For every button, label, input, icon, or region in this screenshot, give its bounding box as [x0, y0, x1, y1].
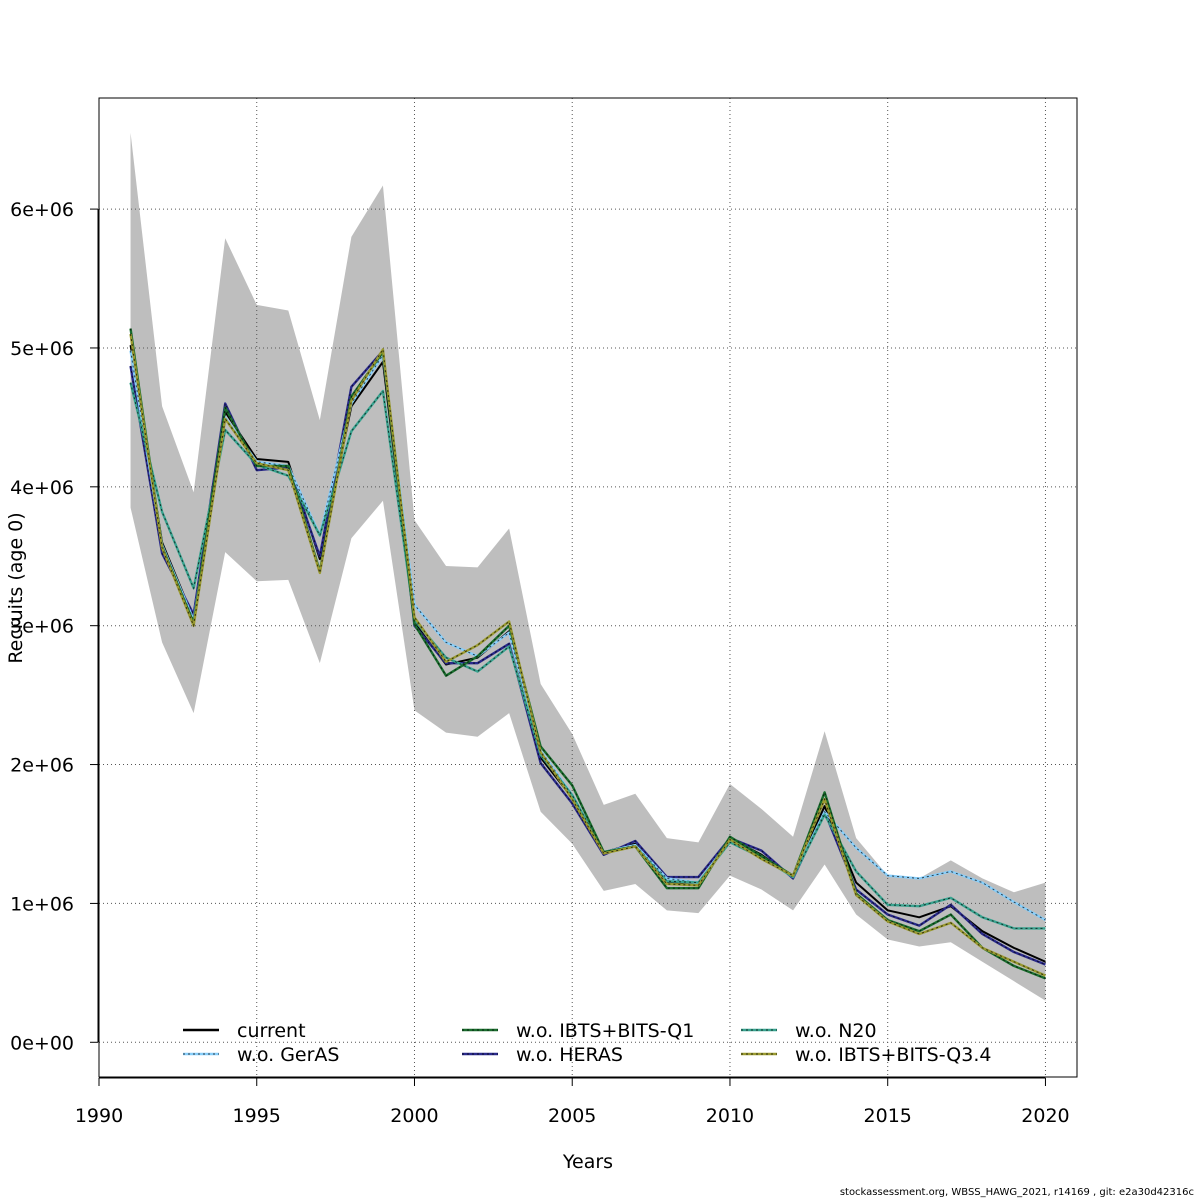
legend-label: w.o. IBTS+BITS-Q1: [516, 1020, 694, 1042]
x-axis-title: Years: [562, 1151, 613, 1173]
footer-credit: stockassessment.org, WBSS_HAWG_2021, r14…: [839, 1187, 1194, 1198]
axis-layer: 1990 1995 2000 2005 2010 2015 2020 0e+00 1e+06 2e…: [10, 199, 1070, 1127]
y-axis-title: Recruits (age 0): [5, 512, 27, 663]
legend-label: w.o. GerAS: [237, 1044, 340, 1066]
y-tick-label: 0e+00: [10, 1032, 74, 1054]
series-line-dots-4: [130, 328, 1046, 979]
series-line-dots-3: [130, 382, 1046, 929]
x-tick-label: 2000: [390, 1105, 438, 1127]
grid-layer: [98, 98, 1077, 1077]
x-tick-label: 1990: [75, 1105, 123, 1127]
x-tick-label: 2015: [864, 1105, 912, 1127]
legend-label: w.o. N20: [795, 1020, 877, 1042]
x-tick-label: 2010: [706, 1105, 754, 1127]
x-tick-label: 2020: [1021, 1105, 1069, 1127]
y-tick-label: 6e+06: [10, 199, 74, 221]
x-tick-label: 1995: [233, 1105, 281, 1127]
series-line-dots-2: [130, 350, 1046, 921]
confidence-band-layer: [130, 132, 1046, 1001]
y-tick-label: 5e+06: [10, 338, 74, 360]
legend-label: w.o. IBTS+BITS-Q3.4: [795, 1044, 991, 1066]
legend-label: current: [237, 1020, 306, 1042]
y-tick-label: 4e+06: [10, 477, 74, 499]
y-tick-label: 3e+06: [10, 616, 74, 638]
x-tick-label: 2005: [548, 1105, 596, 1127]
plot-frame: [98, 97, 1078, 1078]
series-line-dots-1: [130, 349, 1046, 965]
y-tick-label: 2e+06: [10, 755, 74, 777]
confidence-band: [130, 132, 1046, 1001]
legend-label: w.o. HERAS: [516, 1044, 623, 1066]
series-line-dots-5: [130, 333, 1046, 977]
y-tick-label: 1e+06: [10, 893, 74, 915]
series-layer: [129, 328, 1047, 980]
